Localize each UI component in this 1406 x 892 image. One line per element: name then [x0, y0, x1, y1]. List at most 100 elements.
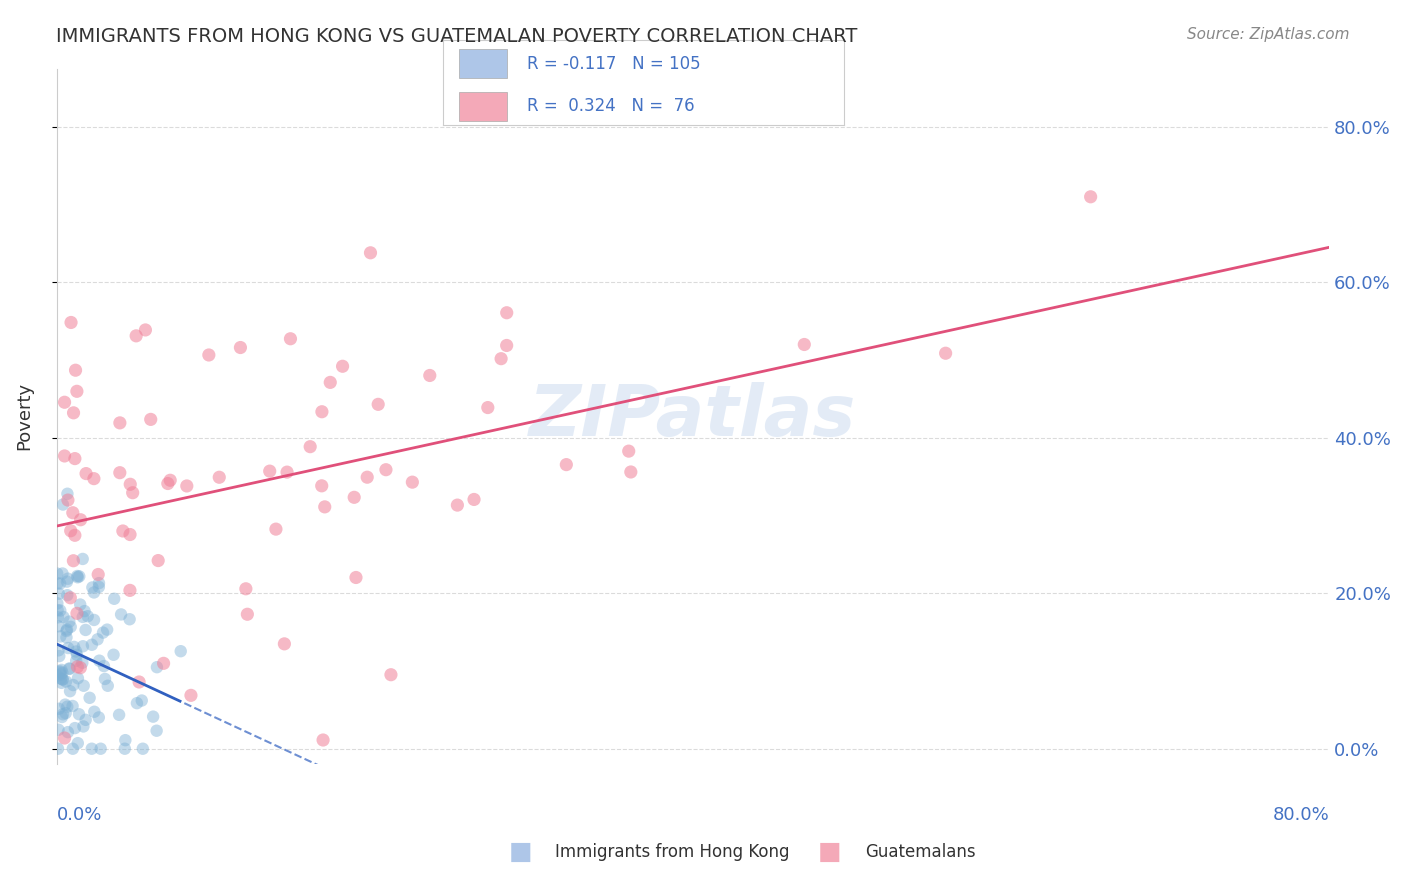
Point	[65, 644, 87, 658]
Point	[319, 376, 342, 390]
Point	[65, 363, 87, 377]
Point	[259, 464, 281, 478]
Point	[87, 710, 110, 724]
Point	[121, 485, 143, 500]
Point	[311, 479, 333, 493]
Point	[49, 576, 72, 591]
Text: R =  0.324   N =  76: R = 0.324 N = 76	[527, 97, 695, 115]
Point	[380, 667, 402, 681]
Point	[56, 572, 79, 586]
Point	[66, 607, 89, 621]
Point	[94, 672, 117, 686]
Point	[46, 741, 69, 756]
Point	[59, 524, 82, 538]
Point	[118, 612, 141, 626]
Point	[1080, 190, 1102, 204]
Point	[118, 583, 141, 598]
Point	[90, 741, 112, 756]
Point	[62, 698, 84, 713]
Point	[53, 698, 76, 712]
Point	[374, 463, 396, 477]
Point	[52, 707, 75, 722]
Text: ■: ■	[818, 840, 841, 863]
Point	[72, 610, 94, 624]
Point	[48, 587, 70, 601]
Point	[935, 346, 957, 360]
Point	[48, 649, 70, 664]
Point	[75, 713, 97, 727]
Point	[273, 637, 295, 651]
Text: Source: ZipAtlas.com: Source: ZipAtlas.com	[1187, 27, 1350, 42]
Point	[108, 466, 131, 480]
Point	[83, 613, 105, 627]
Point	[139, 412, 162, 426]
Point	[53, 395, 76, 409]
Y-axis label: Poverty: Poverty	[15, 383, 32, 450]
Point	[51, 566, 73, 581]
Text: ■: ■	[509, 840, 531, 863]
Point	[66, 569, 89, 583]
Point	[55, 624, 77, 638]
Point	[495, 338, 517, 352]
Point	[276, 465, 298, 479]
Point	[46, 603, 69, 617]
Point	[62, 406, 84, 420]
Point	[66, 570, 89, 584]
Point	[79, 690, 101, 705]
Point	[489, 351, 512, 366]
Point	[118, 527, 141, 541]
Point	[56, 640, 79, 655]
Point	[66, 660, 89, 674]
Point	[46, 610, 69, 624]
Point	[344, 570, 367, 584]
Point	[51, 676, 73, 690]
Point	[146, 660, 169, 674]
Point	[69, 598, 91, 612]
Point	[495, 306, 517, 320]
Point	[555, 458, 578, 472]
Point	[48, 723, 70, 737]
Point	[134, 323, 156, 337]
Point	[80, 638, 103, 652]
Point	[132, 741, 155, 756]
Point	[63, 721, 86, 735]
Point	[97, 679, 120, 693]
Point	[83, 585, 105, 599]
Point	[332, 359, 354, 374]
Text: 0.0%: 0.0%	[56, 806, 103, 824]
Point	[46, 566, 69, 581]
Bar	[458, 92, 508, 120]
Point	[93, 659, 115, 673]
Point	[96, 623, 118, 637]
Point	[114, 741, 136, 756]
Point	[360, 245, 382, 260]
Point	[51, 710, 73, 724]
Point	[45, 668, 67, 682]
Point	[59, 591, 82, 605]
Point	[52, 673, 75, 687]
Point	[72, 656, 94, 670]
Point	[59, 620, 82, 634]
Text: R = -0.117   N = 105: R = -0.117 N = 105	[527, 55, 700, 73]
Point	[170, 644, 193, 658]
Point	[48, 643, 70, 657]
Point	[111, 524, 134, 538]
Point	[51, 663, 73, 677]
Point	[49, 667, 72, 681]
Point	[73, 604, 96, 618]
Point	[51, 673, 73, 687]
Point	[312, 733, 335, 747]
Point	[148, 553, 170, 567]
Point	[176, 479, 198, 493]
Point	[108, 707, 131, 722]
Point	[46, 619, 69, 633]
Point	[46, 576, 69, 591]
Point	[58, 661, 80, 675]
Point	[66, 384, 89, 399]
Point	[62, 741, 84, 756]
Point	[56, 487, 79, 501]
Point	[53, 449, 76, 463]
Point	[125, 696, 148, 710]
Point	[131, 693, 153, 707]
Point	[108, 416, 131, 430]
